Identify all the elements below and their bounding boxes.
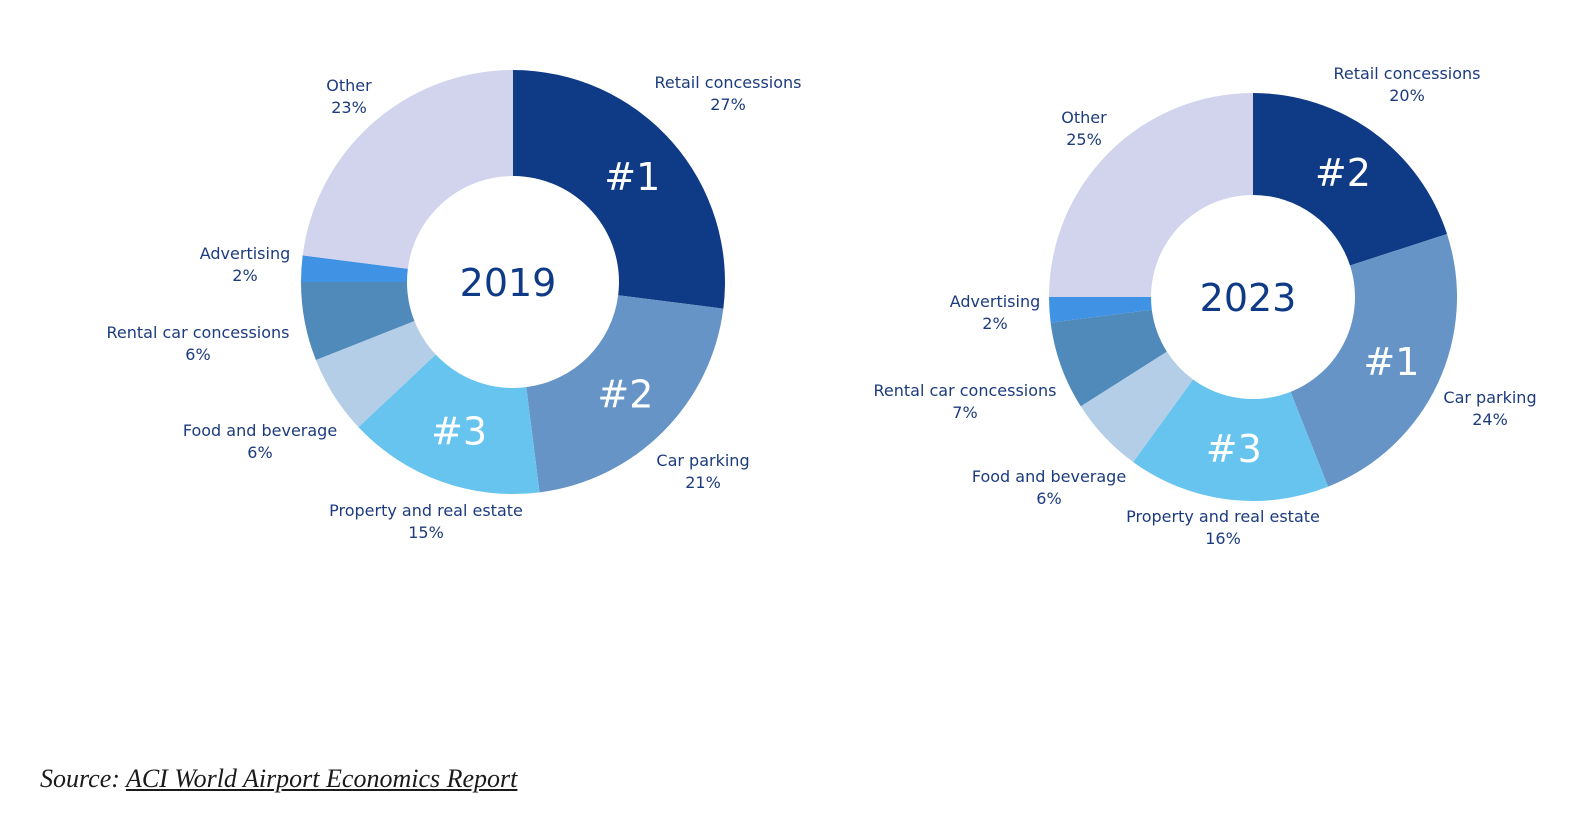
- category-label-property-and-real-estate: Property and real estate: [1126, 507, 1320, 526]
- slice-other: [1049, 93, 1253, 297]
- slice-car-parking: [526, 295, 724, 493]
- slice-property-and-real-estate: [358, 354, 540, 495]
- slice-advertising: [1049, 297, 1152, 323]
- category-label-other: Other: [326, 76, 372, 95]
- value-label-retail-concessions: 20%: [1389, 86, 1425, 105]
- slice-property-and-real-estate: [1133, 379, 1329, 501]
- slice-rental-car-concessions: [301, 282, 415, 361]
- value-label-advertising: 2%: [232, 266, 257, 285]
- category-label-food-and-beverage: Food and beverage: [183, 421, 337, 440]
- value-label-other: 25%: [1066, 130, 1102, 149]
- rank-label-property-and-real-estate: #3: [1206, 427, 1262, 471]
- rank-label-retail-concessions: #2: [1315, 151, 1371, 195]
- slice-food-and-beverage: [1080, 351, 1194, 463]
- source-prefix: Source:: [40, 764, 120, 793]
- category-label-car-parking: Car parking: [1443, 388, 1536, 407]
- donut-chart-2023: #2 #1 #3 2023 Retail concessions 20% Car parki…: [873, 64, 1536, 548]
- category-label-other: Other: [1061, 108, 1107, 127]
- value-label-other: 23%: [331, 98, 367, 117]
- slice-rental-car-concessions: [1050, 309, 1167, 407]
- donut-chart-2019: #1 #2 #3 2019 Retail concessions 27% Car parki…: [106, 70, 802, 542]
- value-label-rental-car-concessions: 6%: [185, 345, 210, 364]
- category-label-food-and-beverage: Food and beverage: [972, 467, 1126, 486]
- value-label-food-and-beverage: 6%: [247, 443, 272, 462]
- value-label-property-and-real-estate: 15%: [408, 523, 444, 542]
- rank-label-car-parking: #1: [1363, 340, 1419, 384]
- value-label-car-parking: 24%: [1472, 410, 1508, 429]
- source-note: Source: ACI World Airport Economics Repo…: [40, 764, 517, 794]
- slice-other: [302, 70, 513, 269]
- value-label-car-parking: 21%: [685, 473, 721, 492]
- rank-label-property-and-real-estate: #3: [431, 410, 487, 454]
- category-label-retail-concessions: Retail concessions: [1333, 64, 1480, 83]
- slice-retail-concessions: [513, 70, 726, 309]
- center-year-label: 2019: [460, 261, 557, 305]
- value-label-property-and-real-estate: 16%: [1205, 529, 1241, 548]
- value-label-retail-concessions: 27%: [710, 95, 746, 114]
- category-label-advertising: Advertising: [200, 244, 291, 263]
- category-label-rental-car-concessions: Rental car concessions: [106, 323, 289, 342]
- rank-label-car-parking: #2: [597, 372, 653, 416]
- slice-advertising: [301, 255, 408, 282]
- slice-retail-concessions: [1253, 93, 1448, 266]
- category-label-retail-concessions: Retail concessions: [654, 73, 801, 92]
- source-link[interactable]: ACI World Airport Economics Report: [125, 764, 518, 793]
- category-label-rental-car-concessions: Rental car concessions: [873, 381, 1056, 400]
- value-label-food-and-beverage: 6%: [1036, 489, 1061, 508]
- category-label-car-parking: Car parking: [656, 451, 749, 470]
- category-label-property-and-real-estate: Property and real estate: [329, 501, 523, 520]
- value-label-advertising: 2%: [982, 314, 1007, 333]
- donut-charts: #1 #2 #3 2019 Retail concessions 27% Car parki…: [106, 64, 1536, 548]
- slice-car-parking: [1290, 233, 1458, 487]
- center-year-label: 2023: [1200, 276, 1297, 320]
- rank-label-retail-concessions: #1: [604, 155, 660, 199]
- value-label-rental-car-concessions: 7%: [952, 403, 977, 422]
- category-label-advertising: Advertising: [950, 292, 1041, 311]
- slice-food-and-beverage: [315, 321, 436, 428]
